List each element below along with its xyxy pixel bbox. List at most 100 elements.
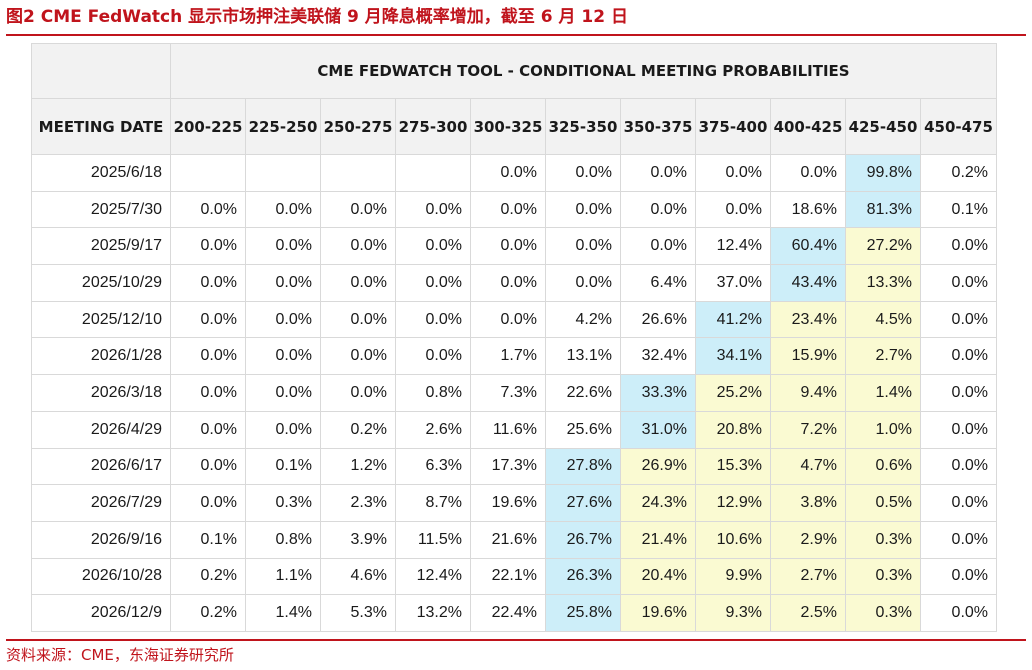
probability-cell: 0.5%: [845, 484, 921, 522]
table-row: 2026/3/18 0.0% 0.0% 0.0% 0.8% 7.3% 22.6% 33.3% 2…: [31, 374, 998, 412]
probability-cell: 4.5%: [845, 300, 921, 339]
probability-cell: 0.8%: [245, 520, 321, 559]
probability-cell: 0.0%: [170, 337, 246, 376]
probability-cell: 33.3%: [620, 374, 696, 412]
table-row: 2026/12/9 0.2% 1.4% 5.3% 13.2% 22.4% 25.8% 19.6…: [31, 594, 998, 632]
probability-cell: 0.0%: [320, 374, 396, 412]
probability-cell: 0.0%: [620, 190, 696, 229]
meeting-date-cell: 2025/7/30: [31, 190, 171, 229]
top-rule: [6, 34, 1026, 36]
probability-cell: 9.4%: [770, 374, 846, 412]
probability-cell: 0.0%: [770, 154, 846, 192]
probability-cell: 0.0%: [545, 154, 621, 192]
meeting-date-cell: 2025/9/17: [31, 227, 171, 266]
probability-table-wrapper: CME FEDWATCH TOOL - CONDITIONAL MEETING …: [31, 43, 998, 632]
probability-cell: 7.2%: [770, 410, 846, 449]
probability-cell: [170, 154, 246, 192]
probability-cell: 26.9%: [620, 447, 696, 486]
probability-cell: 6.4%: [620, 264, 696, 302]
probability-cell: 0.0%: [919, 227, 998, 266]
table-row: 2026/9/16 0.1% 0.8% 3.9% 11.5% 21.6% 26.7% 21.4…: [31, 520, 998, 559]
probability-cell: 0.1%: [919, 190, 998, 229]
probability-cell: [320, 154, 396, 192]
probability-cell: 0.3%: [245, 484, 321, 522]
probability-cell: 12.9%: [695, 484, 771, 522]
probability-cell: 37.0%: [695, 264, 771, 302]
probability-cell: 1.1%: [245, 557, 321, 596]
table-row: 2025/9/17 0.0% 0.0% 0.0% 0.0% 0.0% 0.0% 0.0% 12.…: [31, 227, 998, 266]
column-header-row: MEETING DATE 200-225 225-250 250-275 275-30…: [31, 98, 998, 155]
probability-cell: 0.0%: [919, 337, 998, 376]
probability-cell: 5.3%: [320, 594, 396, 632]
probability-cell: 0.0%: [919, 300, 998, 339]
probability-cell: 20.4%: [620, 557, 696, 596]
probability-cell: 23.4%: [770, 300, 846, 339]
column-header: 375-400: [695, 98, 771, 155]
probability-cell: 0.2%: [320, 410, 396, 449]
probability-cell: 0.0%: [245, 337, 321, 376]
meeting-date-cell: 2026/1/28: [31, 337, 171, 376]
probability-cell: 0.0%: [695, 154, 771, 192]
probability-cell: 11.6%: [470, 410, 546, 449]
probability-cell: 0.0%: [919, 520, 998, 559]
column-header: 225-250: [245, 98, 321, 155]
column-header: 400-425: [770, 98, 846, 155]
table-row: 2026/6/17 0.0% 0.1% 1.2% 6.3% 17.3% 27.8% 26.9%…: [31, 447, 998, 486]
probability-cell: 41.2%: [695, 300, 771, 339]
probability-cell: 26.3%: [545, 557, 621, 596]
probability-cell: 10.6%: [695, 520, 771, 559]
probability-cell: 20.8%: [695, 410, 771, 449]
probability-cell: 13.1%: [545, 337, 621, 376]
probability-cell: 2.7%: [770, 557, 846, 596]
probability-cell: 0.0%: [919, 594, 998, 632]
probability-cell: 1.4%: [845, 374, 921, 412]
table-row: 2026/4/29 0.0% 0.0% 0.2% 2.6% 11.6% 25.6% 31.0%…: [31, 410, 998, 449]
probability-cell: 0.0%: [395, 227, 471, 266]
probability-cell: 0.2%: [170, 557, 246, 596]
probability-cell: [395, 154, 471, 192]
probability-cell: 0.0%: [545, 190, 621, 229]
corner-cell: [31, 43, 171, 99]
probability-cell: 0.6%: [845, 447, 921, 486]
probability-cell: 1.7%: [470, 337, 546, 376]
probability-cell: 0.0%: [245, 410, 321, 449]
meeting-date-cell: 2026/10/28: [31, 557, 171, 596]
probability-cell: 0.0%: [919, 264, 998, 302]
table-row: 2025/12/10 0.0% 0.0% 0.0% 0.0% 0.0% 4.2% 26.6% 4…: [31, 300, 998, 339]
probability-cell: 2.6%: [395, 410, 471, 449]
probability-cell: 0.2%: [170, 594, 246, 632]
column-header: 350-375: [620, 98, 696, 155]
probability-cell: 0.0%: [395, 190, 471, 229]
probability-cell: 0.0%: [545, 264, 621, 302]
probability-cell: 0.0%: [695, 190, 771, 229]
bottom-rule: [6, 639, 1026, 641]
probability-cell: 0.0%: [245, 264, 321, 302]
probability-cell: 2.7%: [845, 337, 921, 376]
probability-cell: 2.9%: [770, 520, 846, 559]
figure-title: 图2 CME FedWatch 显示市场押注美联储 9 月降息概率增加，截至 6…: [6, 7, 628, 27]
probability-cell: 0.0%: [320, 264, 396, 302]
probability-cell: 0.0%: [245, 227, 321, 266]
probability-cell: 0.0%: [170, 227, 246, 266]
probability-cell: 0.0%: [470, 227, 546, 266]
probability-cell: 21.6%: [470, 520, 546, 559]
probability-cell: 18.6%: [770, 190, 846, 229]
probability-cell: 0.0%: [395, 300, 471, 339]
column-header: 300-325: [470, 98, 546, 155]
probability-cell: 6.3%: [395, 447, 471, 486]
probability-cell: 15.9%: [770, 337, 846, 376]
probability-cell: 27.6%: [545, 484, 621, 522]
column-header: 450-475: [919, 98, 998, 155]
probability-cell: 0.0%: [320, 227, 396, 266]
column-header: 325-350: [545, 98, 621, 155]
probability-cell: 0.0%: [245, 300, 321, 339]
probability-cell: 0.0%: [470, 154, 546, 192]
probability-cell: 0.0%: [245, 190, 321, 229]
probability-cell: 0.0%: [919, 484, 998, 522]
probability-cell: [245, 154, 321, 192]
meeting-date-cell: 2025/10/29: [31, 264, 171, 302]
probability-cell: 0.0%: [245, 374, 321, 412]
meeting-date-cell: 2026/7/29: [31, 484, 171, 522]
table-title: CME FEDWATCH TOOL - CONDITIONAL MEETING …: [169, 43, 998, 99]
probability-cell: 1.0%: [845, 410, 921, 449]
